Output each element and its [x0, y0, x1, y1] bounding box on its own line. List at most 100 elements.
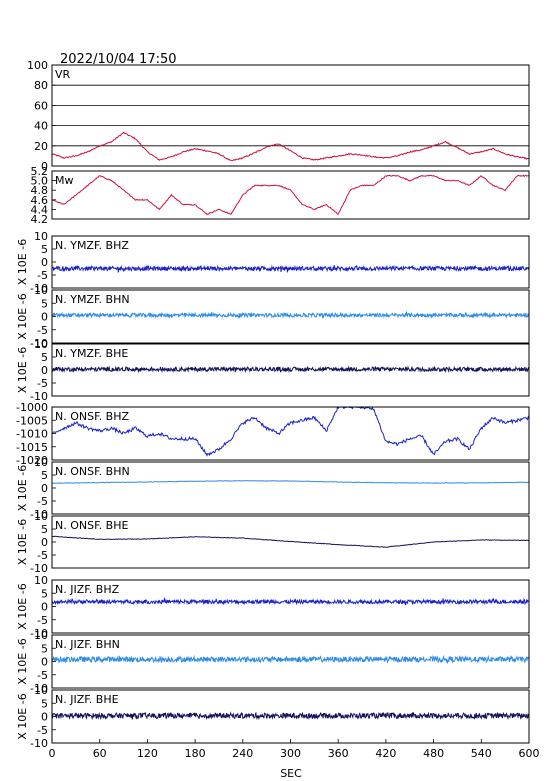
y-tick-label: -5: [37, 324, 48, 337]
y-tick-label: -10: [30, 737, 48, 750]
panel-frame: [51, 235, 530, 289]
panel-frame: [51, 461, 530, 515]
y-tick-label: 5: [41, 469, 48, 482]
x-tick-label: 360: [328, 747, 349, 760]
panel-title: N. YMZF. BHE: [55, 347, 128, 360]
panel-title: N. JIZF. BHZ: [55, 583, 120, 596]
panel-1: 5.25.04.84.64.44.2 Mw: [31, 165, 530, 226]
y-tick-label: 5: [41, 642, 48, 655]
series-line: [51, 311, 530, 319]
y-tick-label: 0: [41, 311, 48, 324]
y-tick-label: 10: [34, 574, 48, 587]
series-line: [51, 597, 530, 606]
y-tick-label: 5: [41, 297, 48, 310]
y-axis-label: X 10E -6: [16, 239, 29, 285]
x-tick-label: 300: [280, 747, 301, 760]
y-tick-label: 5: [41, 587, 48, 600]
panel-title: Mw: [55, 174, 74, 187]
y-axis-label: X 10E -6: [16, 693, 29, 739]
y-tick-label: -1010: [16, 428, 48, 441]
series-line: [51, 131, 529, 162]
y-tick-label: 0: [41, 711, 48, 724]
series-line: [51, 654, 530, 664]
y-tick-label: -10: [30, 627, 48, 640]
y-tick-label: -1020: [16, 454, 48, 467]
y-tick-label: 5: [41, 243, 48, 256]
y-tick-label: 20: [34, 140, 48, 153]
y-tick-label: -5: [37, 495, 48, 508]
y-tick-label: 10: [34, 284, 48, 297]
x-tick-label: 240: [232, 747, 253, 760]
y-tick-label: -5: [37, 614, 48, 627]
panel-frame: [51, 289, 530, 344]
series-line: [51, 365, 530, 374]
y-tick-label: 5.2: [31, 165, 49, 178]
y-tick-label: -5: [37, 377, 48, 390]
x-tick-label: 480: [423, 747, 444, 760]
y-tick-label: 4.8: [31, 184, 49, 197]
panel-frame: [51, 343, 530, 397]
y-tick-label: -10: [30, 682, 48, 695]
panel-title: N. JIZF. BHE: [55, 693, 119, 706]
y-tick-label: -1015: [16, 441, 48, 454]
series-line: [51, 535, 530, 548]
y-tick-label: -5: [37, 669, 48, 682]
x-tick-label: 60: [93, 747, 107, 760]
series-line: [51, 174, 530, 216]
x-tick-label: 420: [375, 747, 396, 760]
y-tick-label: 10: [34, 510, 48, 523]
x-tick-label: 600: [519, 747, 540, 760]
x-tick-label: 180: [185, 747, 206, 760]
y-tick-label: -1005: [16, 414, 48, 427]
series-line: [51, 479, 530, 484]
panel-0: 100 80 60 40 20 0 VR: [27, 59, 530, 173]
panel-title: VR: [55, 68, 71, 81]
y-tick-label: 10: [34, 230, 48, 243]
x-axis: 0 60 120 180 240 300 360 420 480 540 600: [49, 739, 540, 760]
y-tick-label: 60: [34, 99, 48, 112]
y-tick-label: -5: [37, 724, 48, 737]
y-tick-label: 5: [41, 523, 48, 536]
y-tick-label: 0: [41, 601, 48, 614]
panel-title: N. JIZF. BHN: [55, 638, 120, 651]
panel-frame: [51, 579, 530, 634]
panels: 100806040200VR5.25.04.84.64.44.2Mw1050-5…: [16, 59, 530, 750]
y-tick-label: 10: [34, 684, 48, 697]
panel-title: N. ONSF. BHN: [55, 465, 130, 478]
y-tick-label: 5: [41, 351, 48, 364]
y-tick-label: 5: [41, 697, 48, 710]
y-tick-label: -10: [30, 508, 48, 521]
panel-title: N. YMZF. BHZ: [55, 239, 129, 252]
y-tick-label: 10: [34, 338, 48, 351]
y-tick-label: -10: [30, 282, 48, 295]
x-tick-label: 540: [471, 747, 492, 760]
y-tick-label: 0: [41, 160, 48, 173]
y-tick-label: 0: [41, 256, 48, 269]
y-tick-label: -10: [30, 390, 48, 403]
x-tick-label: 0: [49, 747, 56, 760]
y-tick-label: 4.4: [31, 203, 49, 216]
y-tick-label: 4.6: [31, 194, 49, 207]
panel-frame: [51, 634, 530, 689]
y-tick-label: 0: [41, 364, 48, 377]
x-axis-label: SEC: [280, 767, 302, 780]
series-line: [51, 711, 530, 721]
panel-frame: [51, 515, 530, 569]
y-tick-label: 80: [34, 79, 48, 92]
y-tick-label: 40: [34, 120, 48, 133]
y-axis-label: X 10E -6: [16, 519, 29, 565]
y-tick-label: 10: [34, 629, 48, 642]
panel-title: N. YMZF. BHN: [55, 293, 130, 306]
y-tick-label: 0: [41, 536, 48, 549]
y-tick-label: 4.2: [31, 213, 49, 226]
y-tick-label: -10: [30, 337, 48, 350]
y-tick-label: -5: [37, 549, 48, 562]
